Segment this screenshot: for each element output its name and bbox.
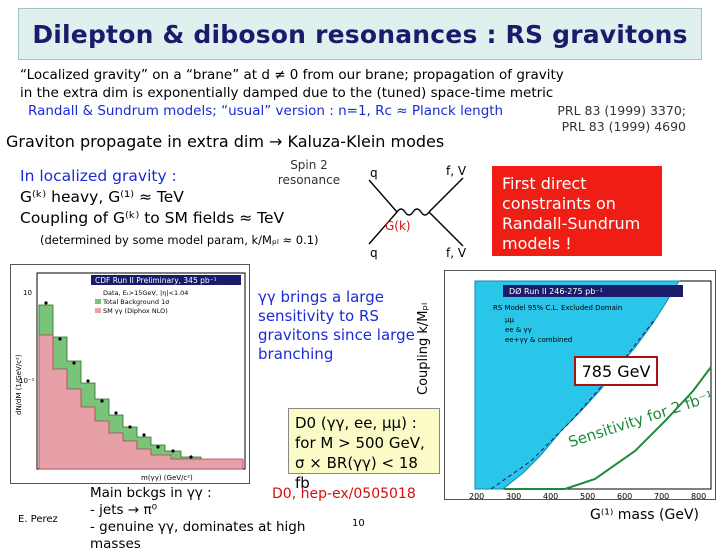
d0-xtick-800: 800 (691, 492, 706, 501)
intro-line-1: “Localized gravity” on a “brane” at d ≠ … (20, 67, 564, 83)
cdf-legend-1: Data, Eₜ>15GeV, |η|<1.04 (103, 289, 188, 297)
d0-title: DØ Run II 246-275 pb⁻¹ (509, 286, 603, 296)
bottom-notes: Main bckgs in γγ : - jets → π⁰ - genuine… (90, 485, 360, 553)
d0-result-box: D0 (γγ, ee, μμ) : for M > 500 GeV, σ × B… (288, 408, 440, 492)
cdf-ytick-bottom: 10⁻¹ (19, 377, 35, 385)
feynman-diagram (368, 177, 464, 247)
localized-line-2: G⁽ᵏ⁾ heavy, G⁽¹⁾ ≈ TeV (20, 188, 184, 206)
graviton-line: Graviton propagate in extra dim → Kaluza… (6, 132, 445, 151)
gg-sensitivity-text: γγ brings a large sensitivity to RS grav… (258, 288, 418, 364)
page-number: 10 (352, 518, 365, 529)
localized-note: (determined by some model param, k/Mₚₗ ≈… (40, 233, 319, 247)
d0-xtick-300: 300 (506, 492, 521, 501)
bottom-line-3: - genuine γγ, dominates at high masses (90, 519, 306, 552)
reference-1: PRL 83 (1999) 3370; (557, 103, 686, 118)
d0-xaxis-label: G⁽¹⁾ mass (GeV) (590, 507, 700, 523)
graviton-label: G(k) (385, 219, 411, 233)
intro-line-3: Randall & Sundrum models; “usual” versio… (28, 103, 504, 119)
gg-sensitivity-label: γγ brings a large sensitivity to RS grav… (258, 288, 415, 363)
cdf-title-bar (91, 275, 241, 285)
quark-bottom-label: q (370, 246, 378, 260)
quark-top-label: q (370, 166, 378, 180)
d0-legend-2: ee & γγ (505, 326, 532, 334)
cdf-legend-2: Total Background 1σ (102, 298, 169, 306)
spin-label: Spin 2 resonance (277, 158, 341, 187)
d0-xtick-600: 600 (617, 492, 632, 501)
d0-xtick-700: 700 (654, 492, 669, 501)
cdf-title: CDF Run II Preliminary, 345 pb⁻¹ (95, 276, 217, 285)
localized-line-3: Coupling of G⁽ᵏ⁾ to SM fields ≈ TeV (20, 209, 285, 227)
coupling-axis-label: Coupling k/Mₚₗ (416, 302, 431, 395)
d0-xtick-400: 400 (543, 492, 558, 501)
title-banner: Dilepton & diboson resonances : RS gravi… (18, 8, 702, 60)
cdf-ytick-top: 10 (23, 289, 32, 297)
d0-legend-3: ee+γγ & combined (505, 336, 572, 344)
cdf-ylabel: dN/dM (1/GeV/c²) (15, 354, 23, 415)
first-direct-box: First direct constraints on Randall-Sund… (492, 166, 662, 256)
intro-text: “Localized gravity” on a “brane” at d ≠ … (20, 66, 564, 120)
page-title: Dilepton & diboson resonances : RS gravi… (32, 19, 688, 49)
references: PRL 83 (1999) 3370; PRL 83 (1999) 4690 (480, 103, 686, 135)
d0-plot-canvas: DØ Run II 246-275 pb⁻¹ RS Model 95% C.L.… (469, 280, 712, 501)
intro-line-2: in the extra dim is exponentially damped… (20, 85, 554, 101)
d0-xtick-200: 200 (469, 492, 484, 501)
d0-reference: D0, hep-ex/0505018 (272, 486, 416, 502)
bottom-line-2: - jets → π⁰ (90, 502, 157, 518)
cdf-xlabel: m(γγ) (GeV/c²) (141, 474, 193, 482)
d0-legend-1: μμ (505, 316, 514, 324)
reference-2: PRL 83 (1999) 4690 (561, 119, 686, 134)
cdf-plot-canvas: CDF Run II Preliminary, 345 pb⁻¹ Data, E… (15, 272, 246, 482)
author: E. Perez (18, 514, 58, 525)
fv-bottom-label: f, V (446, 246, 467, 260)
fv-top-label: f, V (446, 164, 467, 178)
localized-gravity-block: In localized gravity : G⁽ᵏ⁾ heavy, G⁽¹⁾ … (20, 166, 360, 251)
d0-xtick-500: 500 (580, 492, 595, 501)
bottom-line-1: Main bckgs in γγ : (90, 485, 212, 501)
localized-line-1: In localized gravity : (20, 167, 177, 185)
cdf-legend-3: SM γγ (Diphox NLO) (103, 307, 168, 315)
mass-limit-box: 785 GeV (574, 356, 658, 386)
d0-subtitle: RS Model 95% C.L. Excluded Domain (493, 304, 622, 312)
cdf-plot: CDF Run II Preliminary, 345 pb⁻¹ Data, E… (10, 264, 250, 484)
